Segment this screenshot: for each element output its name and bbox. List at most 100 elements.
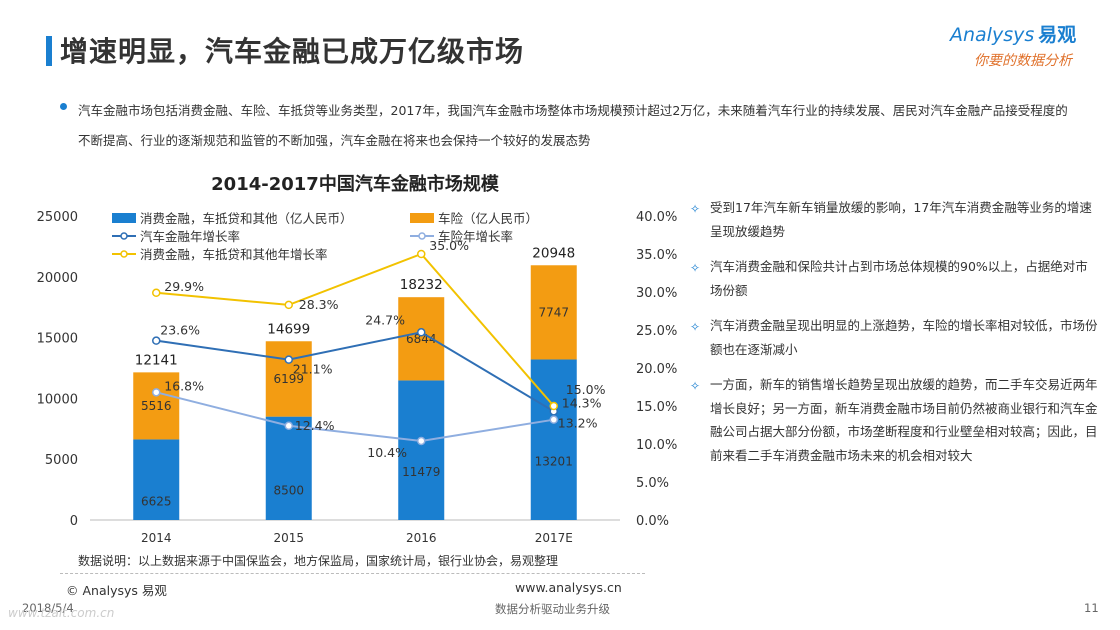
- growth-value-label: 14.3%: [562, 395, 602, 410]
- growth-point: [152, 336, 161, 345]
- report-date: 2018/5/4: [22, 601, 74, 615]
- growth-point: [152, 388, 161, 397]
- y2-tick-label: 40.0%: [636, 210, 677, 225]
- key-point-text: 汽车消费金融和保险共计占到市场总体规模的90%以上，占据绝对市场份额: [710, 259, 1088, 298]
- growth-value-label: 21.1%: [293, 362, 333, 377]
- growth-point: [417, 436, 426, 446]
- growth-point: [284, 355, 293, 364]
- bar-insurance: [398, 297, 445, 381]
- bar-total-label: 20948: [532, 245, 575, 261]
- growth-point: [549, 415, 558, 424]
- y2-tick-label: 20.0%: [636, 362, 677, 377]
- site-watermark: www.tzait.com.cn: [8, 606, 115, 620]
- diamond-bullet-icon: ✧: [690, 202, 701, 216]
- market-size-chart: 2014-2017中国汽车金融市场规模 0 5000 10000 15000 20000 2…: [37, 173, 678, 545]
- bar-insurance: [265, 341, 312, 417]
- diamond-bullet-icon: ✧: [690, 261, 701, 275]
- diamond-bullet-icon: ✧: [690, 320, 701, 334]
- footer-divider: [60, 573, 645, 574]
- growth-point: [152, 288, 161, 298]
- page-number: 11: [1084, 601, 1099, 615]
- page-title: 增速明显，汽车金融已成万亿级市场: [60, 35, 525, 68]
- growth-point: [417, 249, 426, 259]
- legend-label: 消费金融，车抵贷和其他（亿人民币）: [140, 211, 353, 226]
- diamond-bullet-icon: ✧: [690, 379, 701, 393]
- legend-label: 汽车金融年增长率: [140, 229, 240, 244]
- x-tick-label: 2017E: [535, 531, 573, 545]
- legend-swatch: [410, 213, 434, 223]
- legend-label: 车险（亿人民币）: [438, 211, 538, 226]
- bar-consumer-finance: [398, 380, 445, 520]
- bullet-dot-icon: [60, 103, 67, 110]
- logo-brand-cn: 易观: [1038, 24, 1077, 46]
- bar-insurance: [133, 372, 180, 440]
- legend-marker: [120, 250, 128, 258]
- y-tick-label: 15000: [37, 332, 78, 347]
- y2-tick-label: 35.0%: [636, 248, 677, 263]
- growth-value-label: 29.9%: [164, 279, 204, 294]
- title-accent-bar: [46, 36, 52, 66]
- key-point-item: ✧ 受到17年汽车新车销量放缓的影响，17年汽车消费金融等业务的增速呈现放缓趋势: [688, 196, 1100, 243]
- growth-value-label: 16.8%: [164, 378, 204, 393]
- website-link[interactable]: www.analysys.cn: [515, 580, 622, 595]
- x-tick-label: 2015: [273, 531, 304, 545]
- growth-point: [549, 401, 558, 411]
- bar-consumer-finance: [265, 416, 312, 520]
- y2-tick-label: 5.0%: [636, 476, 669, 491]
- growth-value-label: 24.7%: [365, 312, 405, 327]
- key-points-list: ✧ 受到17年汽车新车销量放缓的影响，17年汽车消费金融等业务的增速呈现放缓趋势 …: [688, 196, 1100, 479]
- growth-line: [156, 391, 554, 442]
- bar-consumer-finance: [133, 439, 180, 520]
- y-tick-label: 0: [70, 514, 78, 529]
- y-tick-label: 5000: [45, 453, 78, 468]
- bar-value-label: 6199: [273, 372, 304, 386]
- bar-value-label: 11479: [402, 465, 440, 479]
- y2-tick-label: 0.0%: [636, 514, 669, 529]
- growth-point: [284, 300, 293, 310]
- y2-tick-label: 15.0%: [636, 400, 677, 415]
- y2-tick-label: 10.0%: [636, 438, 677, 453]
- bar-value-label: 7747: [538, 305, 569, 319]
- growth-value-label: 13.2%: [558, 416, 598, 431]
- footer-tagline: 数据分析驱动业务升级: [495, 602, 610, 616]
- key-point-text: 一方面，新车的销售增长趋势呈现出放缓的趋势，而二手车交易近两年增长良好；另一方面…: [710, 377, 1098, 463]
- bar-value-label: 8500: [273, 483, 304, 497]
- bar-total-label: 18232: [400, 277, 443, 293]
- legend-label: 消费金融，车抵贷和其他年增长率: [140, 247, 328, 262]
- logo-slogan: 你要的数据分析: [974, 53, 1072, 69]
- bar-value-label: 6625: [141, 495, 172, 509]
- bar-total-label: 12141: [135, 352, 178, 368]
- growth-value-label: 23.6%: [160, 323, 200, 338]
- growth-value-label: 12.4%: [295, 418, 335, 433]
- growth-value-label: 28.3%: [299, 297, 339, 312]
- growth-value-label: 35.0%: [429, 238, 469, 253]
- bar-value-label: 5516: [141, 399, 172, 413]
- y-tick-label: 20000: [37, 271, 78, 286]
- bar-consumer-finance: [530, 359, 577, 520]
- bar-value-label: 6844: [406, 332, 437, 346]
- y-tick-label: 25000: [37, 210, 78, 225]
- copyright-text: © Analysys 易观: [66, 583, 167, 598]
- logo-main-text: Analysys: [950, 24, 1035, 46]
- key-point-item: ✧ 一方面，新车的销售增长趋势呈现出放缓的趋势，而二手车交易近两年增长良好；另一方…: [688, 373, 1100, 467]
- bar-insurance: [530, 265, 577, 360]
- key-point-item: ✧ 汽车消费金融和保险共计占到市场总体规模的90%以上，占据绝对市场份额: [688, 255, 1100, 302]
- y-tick-label: 10000: [37, 392, 78, 407]
- logo-wordmark: Analysys 易观: [950, 20, 1076, 47]
- growth-line: [156, 252, 555, 407]
- growth-value-label: 15.0%: [566, 382, 606, 397]
- key-point-item: ✧ 汽车消费金融呈现出明显的上涨趋势，车险的增长率相对较低，市场份额也在逐渐减小: [688, 314, 1100, 361]
- growth-value-label: 10.4%: [367, 445, 407, 460]
- legend-marker: [418, 232, 426, 240]
- growth-point: [284, 421, 293, 431]
- bar-total-label: 14699: [267, 321, 310, 337]
- analysys-logo: Analysys 易观 你要的数据分析: [950, 20, 1100, 76]
- legend-label: 车险年增长率: [438, 229, 513, 244]
- x-tick-label: 2014: [141, 531, 172, 545]
- x-tick-label: 2016: [406, 531, 437, 545]
- key-point-text: 受到17年汽车新车销量放缓的影响，17年汽车消费金融等业务的增速呈现放缓趋势: [710, 200, 1092, 239]
- growth-line: [156, 331, 555, 413]
- bar-value-label: 13201: [535, 455, 573, 469]
- intro-paragraph: 汽车金融市场包括消费金融、车险、车抵贷等业务类型，2017年，我国汽车金融市场整…: [78, 103, 1068, 148]
- data-source-note: 数据说明：以上数据来源于中国保监会，地方保监局，国家统计局，银行业协会，易观整理: [78, 554, 559, 568]
